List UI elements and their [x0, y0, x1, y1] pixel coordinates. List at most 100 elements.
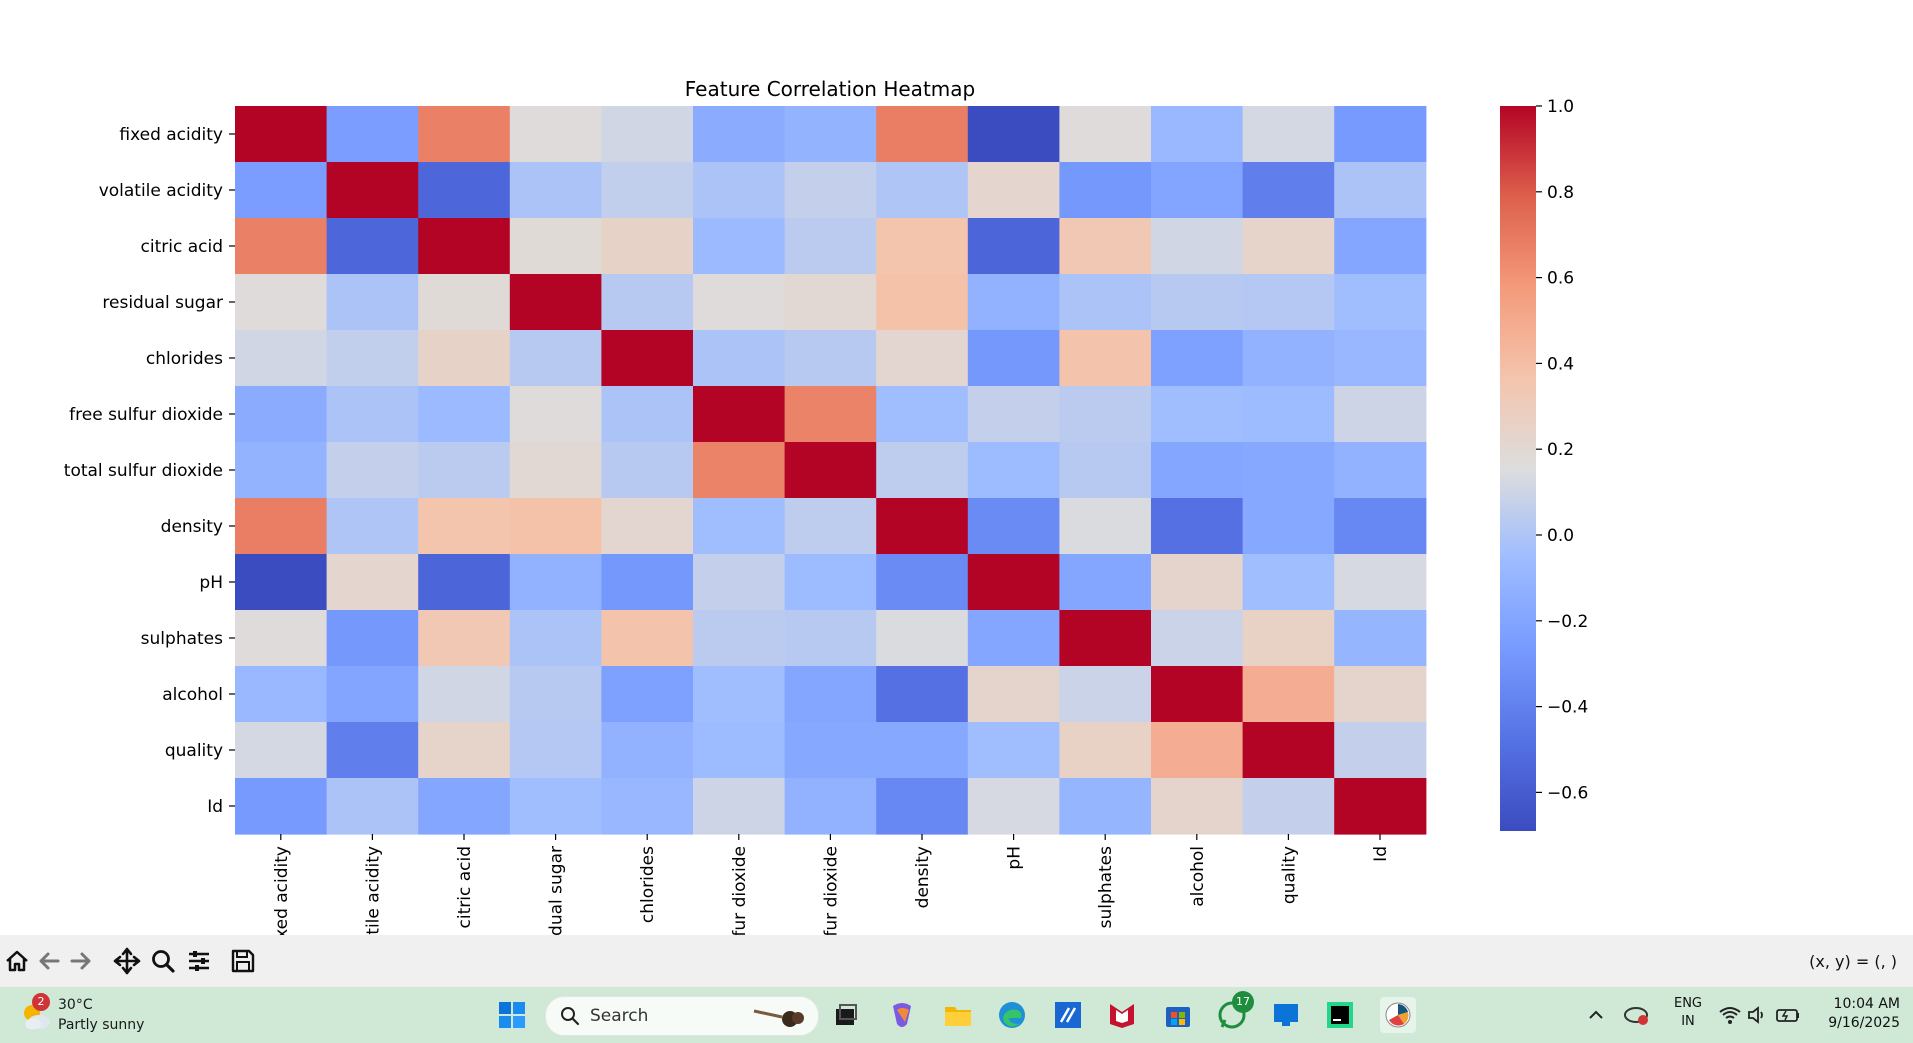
- colorbar-tick-label: −0.2: [1547, 612, 1588, 632]
- microsoft-store-icon[interactable]: [1160, 997, 1196, 1033]
- heatmap-cell: [1334, 330, 1427, 387]
- pycharm-icon[interactable]: [1322, 997, 1358, 1033]
- heatmap-cell: [235, 274, 328, 331]
- y-tick-label: density: [161, 517, 223, 537]
- weather-badge: 2: [32, 993, 50, 1011]
- heatmap-cell: [326, 498, 419, 555]
- heatmap-cell: [967, 610, 1060, 667]
- clock-time: 10:04 AM: [1833, 996, 1900, 1012]
- heatmap-cell: [509, 106, 602, 163]
- heatmap-cell: [1334, 610, 1427, 667]
- heatmap-cell: [693, 106, 786, 163]
- cursor-coordinates: (x, y) = (, ): [1809, 952, 1897, 971]
- heatmap-cell: [1059, 162, 1152, 219]
- app-icon-blue[interactable]: [1050, 997, 1086, 1033]
- x-tick-label: fur dioxide: [730, 846, 750, 935]
- heatmap-cell: [967, 106, 1060, 163]
- copilot-icon[interactable]: [884, 997, 920, 1033]
- app-icon-monitor[interactable]: [1268, 997, 1304, 1033]
- heatmap-cell: [509, 554, 602, 611]
- heatmap-cell: [601, 218, 694, 275]
- colorbar: [1500, 106, 1536, 831]
- colorbar-tick-label: 0.6: [1547, 269, 1574, 289]
- heatmap-cell: [326, 218, 419, 275]
- zoom-icon[interactable]: [146, 944, 180, 978]
- x-tick-label: tile acidity: [363, 846, 383, 935]
- wifi-icon[interactable]: [1712, 997, 1748, 1033]
- colorbar-tick-label: −0.6: [1547, 783, 1588, 803]
- heatmap-cell: [1334, 162, 1427, 219]
- battery-icon[interactable]: [1770, 997, 1806, 1033]
- back-icon[interactable]: [32, 944, 66, 978]
- heatmap-cell: [693, 554, 786, 611]
- heatmap-cell: [235, 498, 328, 555]
- x-tick-label: Id: [1371, 846, 1391, 862]
- heatmap-cell: [784, 666, 877, 723]
- mcafee-icon[interactable]: [1104, 997, 1140, 1033]
- heatmap-chart: Feature Correlation Heatmap fixed acidit…: [64, 77, 1589, 935]
- home-icon[interactable]: [0, 944, 34, 978]
- heatmap-cell: [601, 554, 694, 611]
- heatmap-cell: [876, 498, 969, 555]
- y-tick-label: alcohol: [162, 685, 223, 705]
- heatmap-cell: [784, 330, 877, 387]
- heatmap-cell: [784, 218, 877, 275]
- y-tick-label: citric acid: [141, 237, 223, 257]
- colorbar-tick-label: 0.4: [1547, 354, 1574, 374]
- task-view-icon[interactable]: [828, 997, 864, 1033]
- heatmap-cell: [1242, 162, 1335, 219]
- x-tick-label: density: [913, 846, 933, 908]
- heatmap-cell: [1151, 330, 1244, 387]
- chart-title: Feature Correlation Heatmap: [685, 77, 975, 101]
- edge-browser-icon[interactable]: [994, 997, 1030, 1033]
- heatmap-cell: [1059, 778, 1152, 835]
- heatmap-cell: [1059, 722, 1152, 779]
- heatmap-cell: [1334, 442, 1427, 499]
- configure-icon[interactable]: [182, 944, 216, 978]
- onedrive-icon[interactable]: [1618, 997, 1654, 1033]
- x-tick-label: xed acidity: [272, 846, 292, 935]
- language-indicator[interactable]: ENG IN: [1668, 995, 1708, 1031]
- file-explorer-icon[interactable]: [940, 997, 976, 1033]
- chevron-up-icon[interactable]: [1578, 997, 1614, 1033]
- heatmap-cell: [418, 610, 511, 667]
- heatmap-cell: [1242, 274, 1335, 331]
- heatmap-cell: [509, 666, 602, 723]
- heatmap-cell: [693, 386, 786, 443]
- heatmap-cell: [418, 330, 511, 387]
- volume-icon[interactable]: [1740, 997, 1776, 1033]
- heatmap-cell: [601, 666, 694, 723]
- heatmap-cell: [876, 442, 969, 499]
- heatmap-cell: [601, 610, 694, 667]
- heatmap-cell: [1242, 498, 1335, 555]
- heatmap-cell: [1059, 386, 1152, 443]
- heatmap-cell: [1334, 274, 1427, 331]
- forward-icon[interactable]: [64, 944, 98, 978]
- y-tick-label: residual sugar: [102, 293, 223, 313]
- heatmap-cell: [509, 386, 602, 443]
- taskbar-search[interactable]: Search: [545, 996, 819, 1036]
- heatmap-cell: [326, 554, 419, 611]
- windows-start-icon[interactable]: [494, 997, 530, 1033]
- heatmap-cell: [1059, 218, 1152, 275]
- x-tick-label: fur dioxide: [821, 846, 841, 935]
- heatmap-cell: [1334, 554, 1427, 611]
- matplotlib-figure-icon[interactable]: [1380, 997, 1416, 1033]
- heatmap-cell: [1334, 498, 1427, 555]
- pan-icon[interactable]: [110, 944, 144, 978]
- heatmap-cell: [1151, 778, 1244, 835]
- weather-widget[interactable]: 2 30°C Partly sunny: [18, 993, 178, 1037]
- save-icon[interactable]: [226, 944, 260, 978]
- heatmap-cell: [235, 106, 328, 163]
- system-clock[interactable]: 10:04 AM 9/16/2025: [1800, 995, 1900, 1033]
- heatmap-cell: [601, 498, 694, 555]
- heatmap-cell: [326, 722, 419, 779]
- colorbar-tick-label: 1.0: [1547, 97, 1574, 117]
- heatmap-cell: [967, 666, 1060, 723]
- heatmap-cell: [235, 554, 328, 611]
- heatmap-cell: [326, 386, 419, 443]
- heatmap-cell: [1242, 106, 1335, 163]
- heatmap-cell: [1151, 722, 1244, 779]
- heatmap-cell: [418, 218, 511, 275]
- heatmap-cell: [418, 666, 511, 723]
